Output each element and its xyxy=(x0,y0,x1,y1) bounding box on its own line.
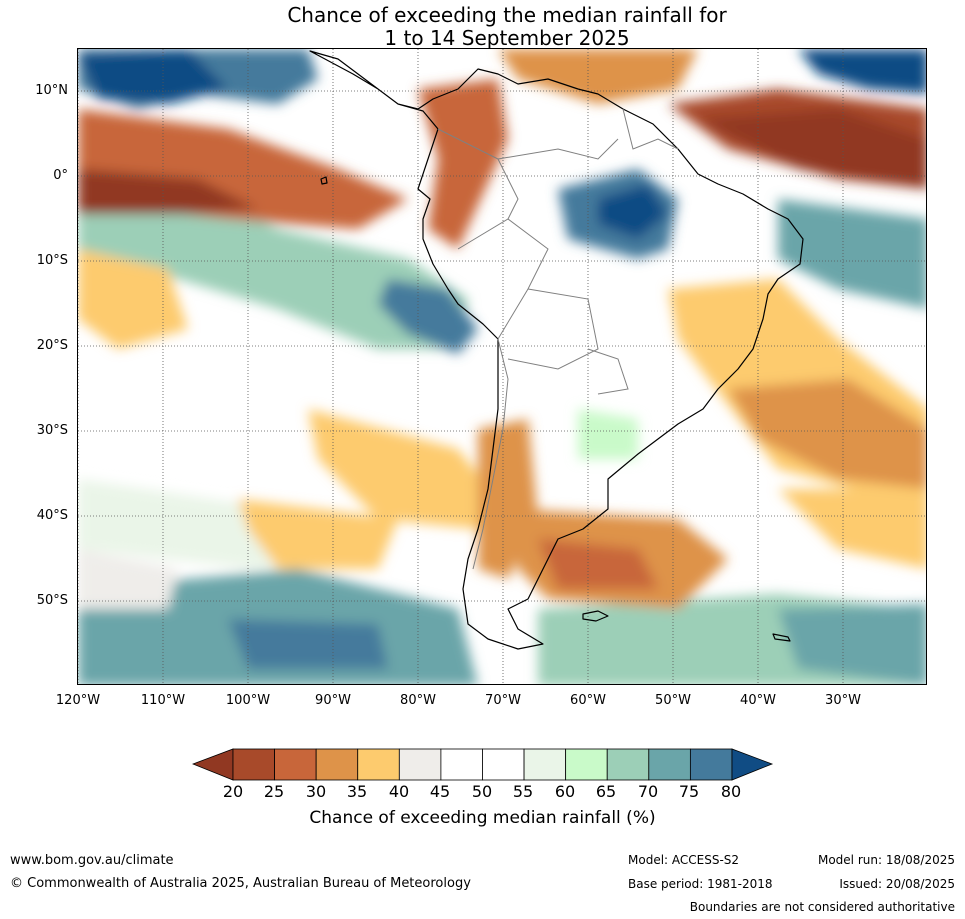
footer-copyright: © Commonwealth of Australia 2025, Austra… xyxy=(10,876,471,891)
lat-label-30s: 30°S xyxy=(36,423,68,438)
wet-region-south-pacific-core xyxy=(228,619,388,669)
wet-region-northwest-pacific xyxy=(78,49,228,104)
border-guianas xyxy=(622,108,679,150)
coastline xyxy=(309,50,804,650)
border-venezuela xyxy=(497,138,619,160)
footer-model-run: Model run: 18/08/2025 xyxy=(817,853,955,867)
colorbar-segment-35-40 xyxy=(357,748,400,781)
dry-region-equatorial-atlantic-core xyxy=(698,109,926,189)
south-america-coastline xyxy=(309,50,804,650)
colorbar-tick-65: 65 xyxy=(595,782,617,801)
colorbar-segment-25-30 xyxy=(274,748,317,781)
dry-region-south-atlantic-east xyxy=(728,379,926,489)
map-canvas xyxy=(78,49,926,684)
south-georgia xyxy=(772,633,791,642)
colorbar-segments xyxy=(232,748,733,781)
dry-region-caribbean xyxy=(498,49,698,104)
wet-region-south-atlantic-core xyxy=(778,604,926,684)
lat-label-10n: 10°N xyxy=(35,83,68,98)
colorbar-tick-40: 40 xyxy=(388,782,410,801)
lon-label-50w: 50°W xyxy=(655,693,691,708)
lon-label-90w: 90°W xyxy=(315,693,351,708)
lon-label-100w: 100°W xyxy=(225,693,271,708)
colorbar-tick-80: 80 xyxy=(720,782,742,801)
lon-label-120w: 120°W xyxy=(55,693,101,708)
dry-region-south-pacific-band xyxy=(238,499,398,569)
lon-label-80w: 80°W xyxy=(400,693,436,708)
colorbar-tick-50: 50 xyxy=(471,782,493,801)
dry-region-atlantic-far-south xyxy=(778,489,926,569)
dry-region-south-pacific-mid xyxy=(308,409,498,529)
lon-label-110w: 110°W xyxy=(140,693,186,708)
colorbar-segment-65-70 xyxy=(606,748,650,781)
colorbar-tick-70: 70 xyxy=(637,782,659,801)
colorbar-tick-60: 60 xyxy=(554,782,576,801)
colorbar-segment-55-60 xyxy=(523,748,567,781)
colorbar-segment-60-65 xyxy=(565,748,608,781)
lat-label-10s: 10°S xyxy=(36,253,68,268)
colorbar-tick-55: 55 xyxy=(512,782,534,801)
colorbar-segment-20-25 xyxy=(232,748,275,781)
footer-disclaimer: Boundaries are not considered authoritat… xyxy=(689,900,955,914)
chart-title: Chance of exceeding the median rainfall … xyxy=(0,4,965,50)
footer-website: www.bom.gov.au/climate xyxy=(10,853,174,868)
colorbar-tick-35: 35 xyxy=(346,782,368,801)
lat-label-0: 0° xyxy=(53,168,68,183)
footer-model: Model: ACCESS-S2 xyxy=(628,853,740,867)
footer-base-period: Base period: 1981-2018 xyxy=(628,877,773,891)
colorbar-tick-20: 20 xyxy=(222,782,244,801)
country-borders xyxy=(437,108,679,570)
colorbar-segment-30-35 xyxy=(315,748,359,781)
colorbar-segment-50-55 xyxy=(482,748,525,781)
galapagos xyxy=(320,176,328,185)
wet-region-tropical-atlantic xyxy=(778,199,926,309)
border-bolivia xyxy=(507,288,599,370)
border-colombia xyxy=(437,128,519,220)
rainfall-map xyxy=(77,48,927,685)
colorbar-label: Chance of exceeding median rainfall (%) xyxy=(309,808,656,828)
footer-issued: Issued: 20/08/2025 xyxy=(839,877,955,891)
dry-region-east-pacific-core xyxy=(78,169,258,214)
colorbar-segment-40-45 xyxy=(398,748,442,781)
colorbar-segment-75-80 xyxy=(689,748,733,781)
lon-label-30w: 30°W xyxy=(825,693,861,708)
dry-region-argentina-core xyxy=(538,539,658,589)
title-line-2: 1 to 14 September 2025 xyxy=(384,26,630,50)
lat-label-40s: 40°S xyxy=(36,508,68,523)
colorbar-tick-25: 25 xyxy=(263,782,285,801)
lat-label-50s: 50°S xyxy=(36,593,68,608)
lon-label-60w: 60°W xyxy=(570,693,606,708)
colorbar-segment-45-50 xyxy=(440,748,483,781)
colorbar-tick-30: 30 xyxy=(305,782,327,801)
graticule xyxy=(78,49,926,684)
colorbar-segment-70-75 xyxy=(648,748,691,781)
colorbar-tick-75: 75 xyxy=(678,782,700,801)
title-line-1: Chance of exceeding the median rainfall … xyxy=(287,3,727,27)
lon-label-70w: 70°W xyxy=(485,693,521,708)
wet-region-north-atlantic xyxy=(798,49,926,94)
wet-region-amazon-core xyxy=(598,184,668,239)
wet-region-peru-coast xyxy=(378,279,478,354)
lat-label-20s: 20°S xyxy=(36,338,68,353)
border-peru-brazil xyxy=(457,218,549,340)
wet-region-uruguay xyxy=(578,409,638,459)
colorbar-over-arrow xyxy=(731,748,774,781)
dry-region-andes-north xyxy=(418,79,508,249)
colorbar xyxy=(191,748,774,786)
border-paraguay xyxy=(587,348,629,395)
neutral-region-southern xyxy=(78,549,178,609)
dry-region-west-pacific-south xyxy=(78,249,188,349)
border-andes xyxy=(472,338,509,570)
lon-label-40w: 40°W xyxy=(740,693,776,708)
falkland-islands xyxy=(582,610,609,622)
colorbar-under-arrow xyxy=(191,748,234,781)
colorbar-tick-45: 45 xyxy=(429,782,451,801)
colorbar-svg xyxy=(191,748,774,781)
